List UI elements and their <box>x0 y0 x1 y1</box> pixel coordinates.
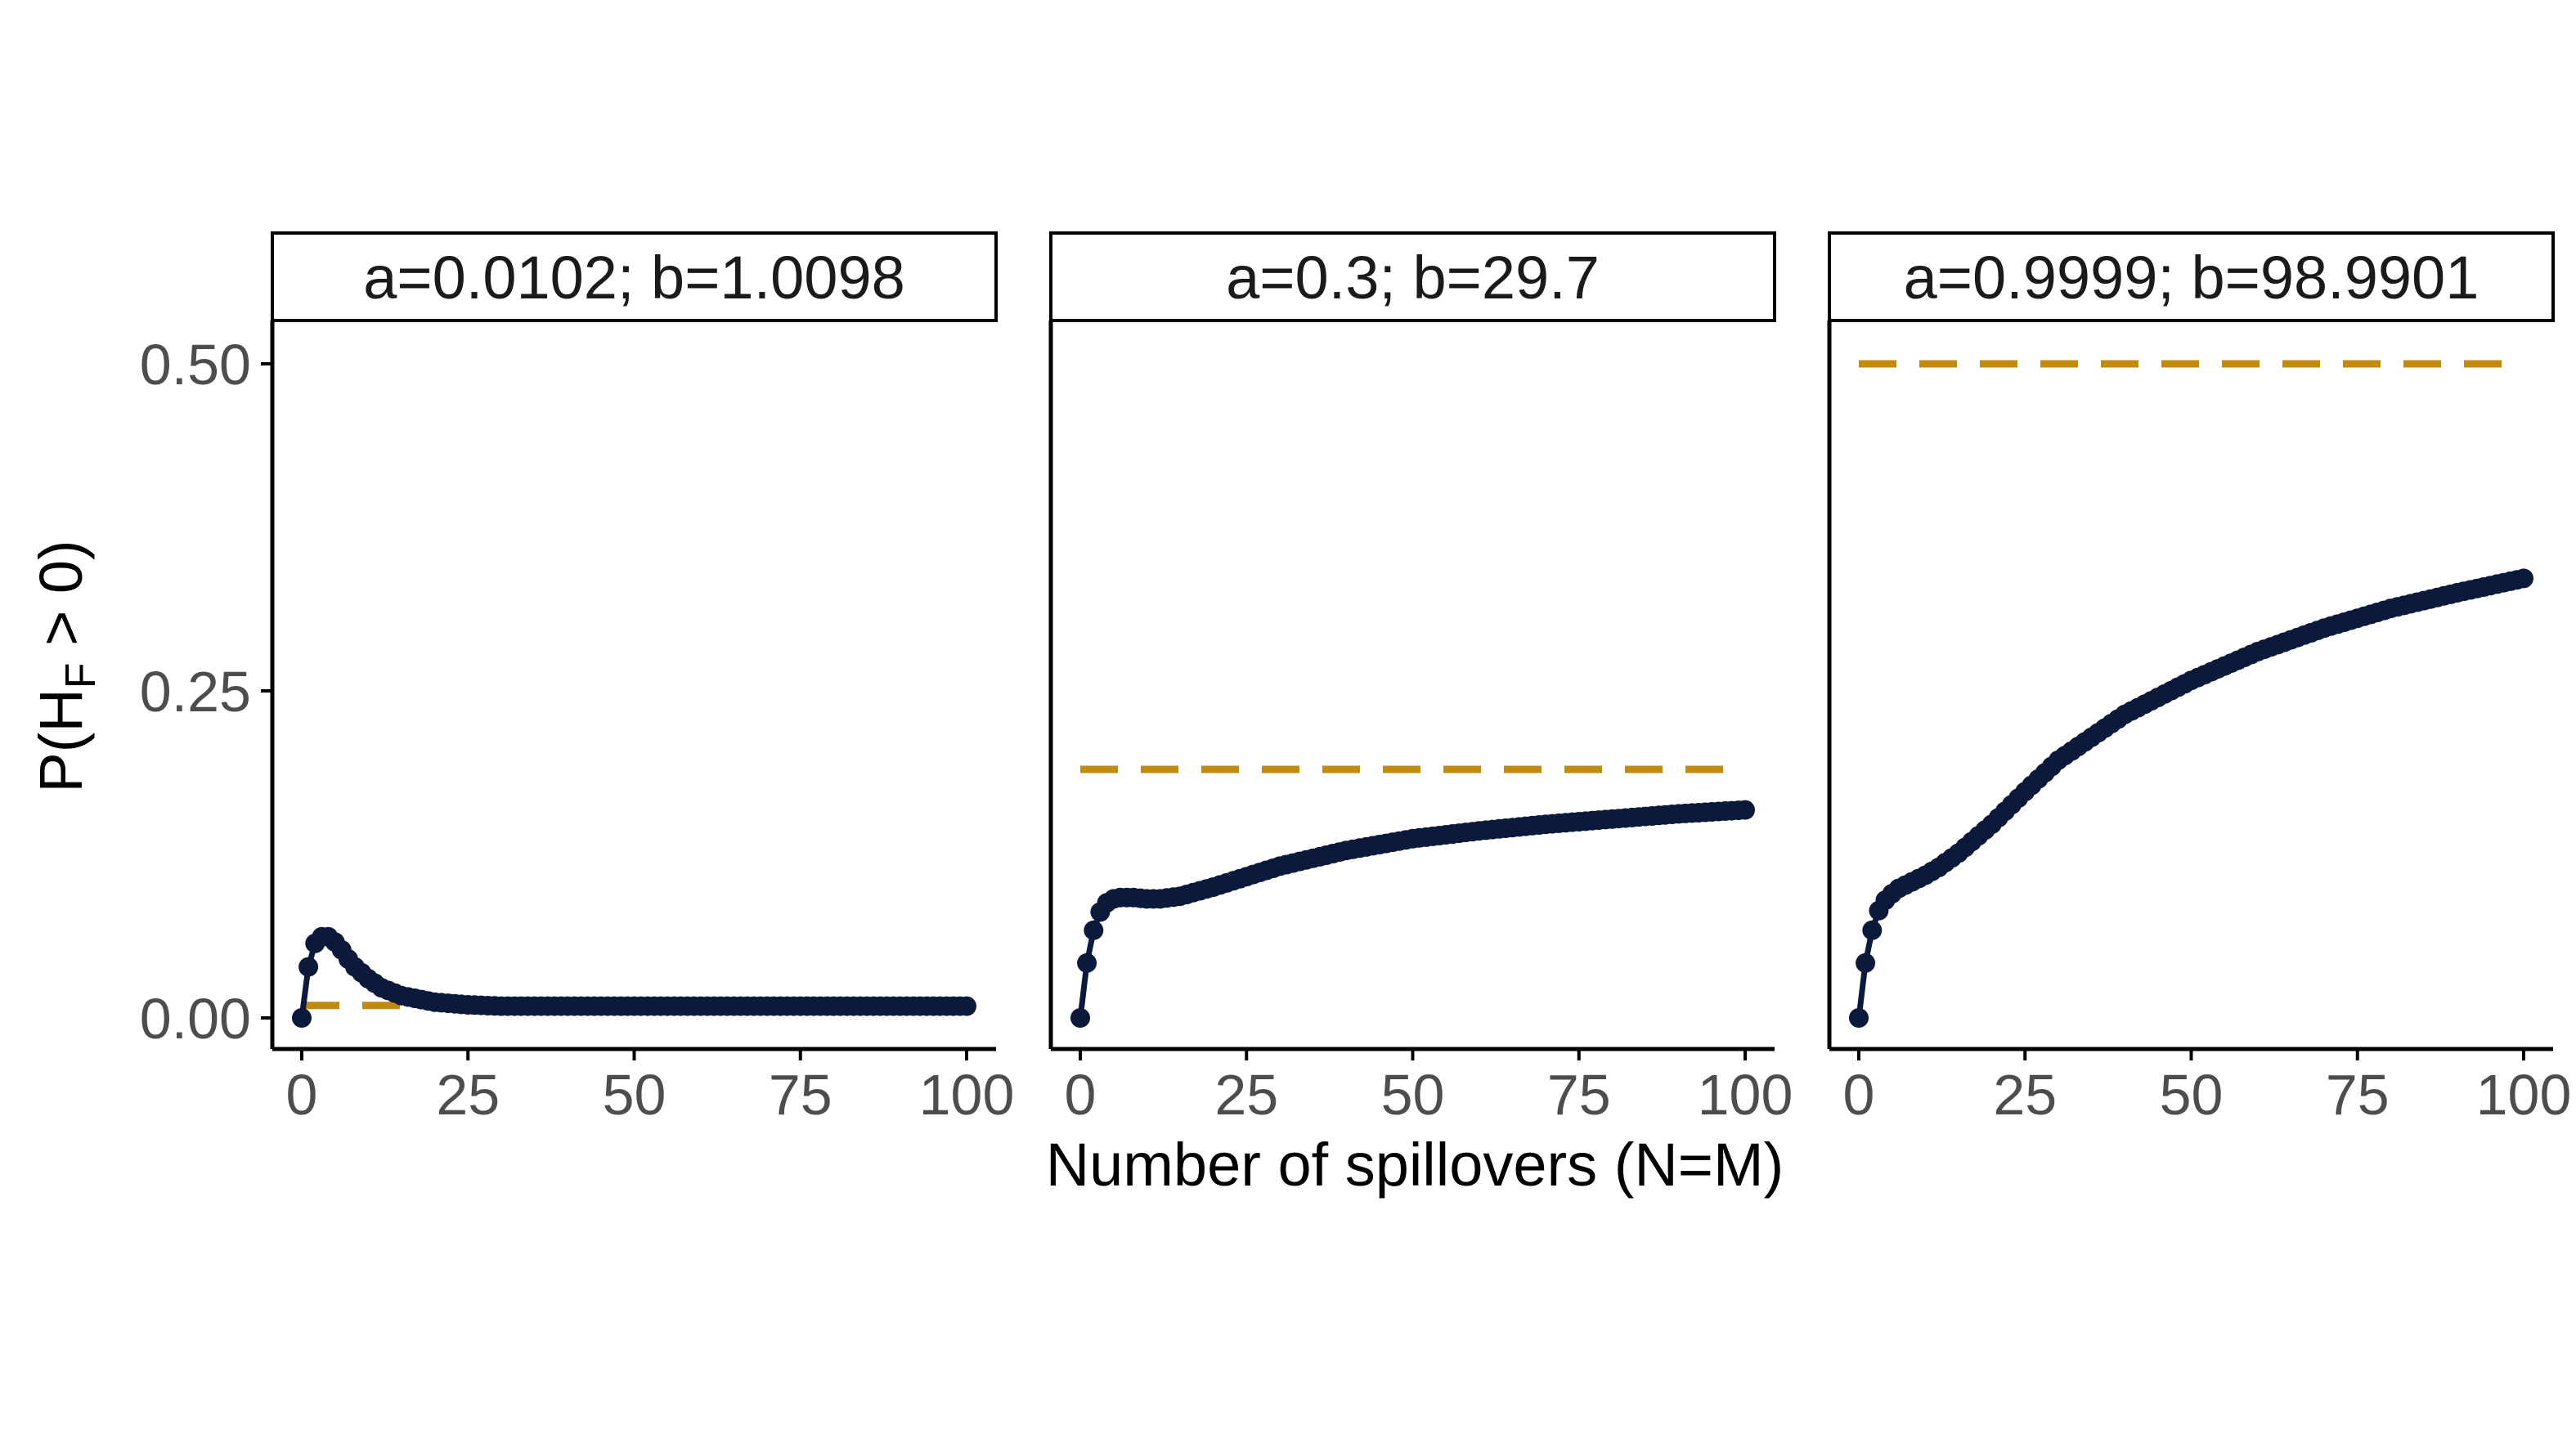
data-point <box>1849 1008 1869 1028</box>
data-point <box>1735 800 1755 820</box>
x-axis-title: Number of spillovers (N=M) <box>1046 1131 1784 1199</box>
panel-title: a=0.0102; b=1.0098 <box>363 244 905 312</box>
x-tick-label: 100 <box>919 1063 1015 1127</box>
data-point <box>2514 568 2533 589</box>
panel-strip <box>1828 231 2555 322</box>
data-point <box>1856 953 1876 973</box>
y-tick-label: 0.50 <box>140 333 251 397</box>
x-tick-label: 100 <box>1698 1063 1793 1127</box>
data-point <box>957 996 976 1016</box>
x-tick-label: 75 <box>769 1063 832 1127</box>
data-point <box>1084 920 1104 940</box>
x-tick-label: 50 <box>603 1063 666 1127</box>
y-tick-label: 0.00 <box>140 987 251 1051</box>
panel-1: a=0.0102; b=1.0098 0 25 50 75 100 <box>270 231 1015 1127</box>
y-axis-title-subscript: F <box>57 662 105 688</box>
data-point <box>1077 953 1097 973</box>
data-point <box>298 957 319 977</box>
data-point <box>1862 920 1883 940</box>
x-tick-label: 25 <box>1993 1063 2057 1127</box>
x-tick-label: 100 <box>2476 1063 2572 1127</box>
data-point <box>292 1008 312 1028</box>
x-tick-label: 25 <box>436 1063 500 1127</box>
series-line <box>1856 575 2524 1019</box>
panel-strip <box>271 231 998 322</box>
y-axis-title: P(HF > 0) <box>27 540 105 792</box>
x-tick-label: 0 <box>1843 1063 1875 1127</box>
x-tick-label: 75 <box>1547 1063 1611 1127</box>
x-tick-label: 0 <box>286 1063 318 1127</box>
panel-title: a=0.9999; b=98.9901 <box>1904 244 2480 312</box>
x-tick-label: 75 <box>2326 1063 2390 1127</box>
y-tick-label: 0.25 <box>140 660 251 724</box>
x-tick-label: 25 <box>1214 1063 1278 1127</box>
panel-2: a=0.3; b=29.7 0 25 50 75 100 <box>1048 231 1793 1127</box>
x-tick-label: 50 <box>1381 1063 1445 1127</box>
x-tick-label: 0 <box>1065 1063 1097 1127</box>
data-point <box>1070 1008 1090 1028</box>
y-axis-title-prefix: P(H <box>27 688 95 792</box>
panel-strip <box>1049 231 1776 322</box>
panel-title: a=0.3; b=29.7 <box>1226 244 1600 312</box>
panel-3: a=0.9999; b=98.9901 0 25 50 75 100 <box>1827 231 2572 1127</box>
y-axis-title-suffix: > 0) <box>27 540 95 662</box>
x-tick-label: 50 <box>2160 1063 2224 1127</box>
y-axis: 0.00 0.25 0.50 <box>140 333 272 1051</box>
